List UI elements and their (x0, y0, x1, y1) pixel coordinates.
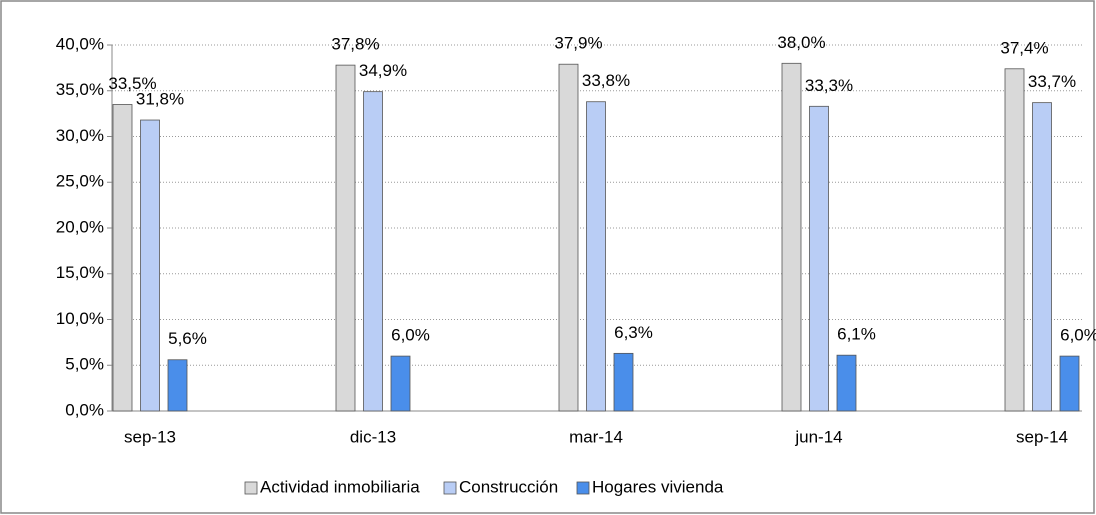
value-label: 37,4% (1000, 38, 1048, 57)
bar (836, 354, 857, 412)
bar (1032, 102, 1052, 412)
value-label: 37,9% (554, 34, 602, 53)
value-label: 31,8% (136, 90, 184, 109)
value-label: 33,5% (108, 74, 156, 93)
value-label: 6,1% (837, 325, 876, 344)
x-tick-label: sep-13 (124, 427, 176, 446)
legend-swatch (576, 481, 590, 495)
bar (390, 355, 411, 412)
bar (613, 352, 634, 412)
y-tick-label: 15,0% (56, 263, 104, 282)
x-tick-label: sep-14 (1016, 427, 1068, 446)
legend-label: Actividad inmobiliaria (260, 477, 420, 496)
value-label: 6,0% (391, 326, 430, 345)
bar (112, 104, 133, 412)
bar (140, 119, 160, 412)
y-tick-label: 10,0% (56, 309, 104, 328)
legend-swatch (244, 481, 258, 495)
y-tick-label: 35,0% (56, 80, 104, 99)
bar (167, 359, 188, 412)
legend-swatch (443, 481, 457, 495)
value-label: 33,3% (805, 76, 853, 95)
y-tick-label: 40,0% (56, 34, 104, 53)
bar (1004, 68, 1025, 412)
legend-label: Construcción (459, 477, 558, 496)
bar (1059, 355, 1080, 412)
value-label: 6,3% (614, 323, 653, 342)
x-tick-label: mar-14 (569, 427, 623, 446)
y-tick-label: 20,0% (56, 217, 104, 236)
y-tick-label: 25,0% (56, 172, 104, 191)
bar (809, 105, 829, 412)
y-tick-label: 5,0% (65, 355, 104, 374)
bar (335, 64, 356, 412)
x-tick-label: jun-14 (794, 427, 842, 446)
y-tick-label: 30,0% (56, 126, 104, 145)
value-label: 38,0% (777, 33, 825, 52)
x-tick-label: dic-13 (350, 427, 396, 446)
value-label: 33,8% (582, 71, 630, 90)
value-label: 37,8% (331, 35, 379, 54)
y-tick-label: 0,0% (65, 400, 104, 419)
bar (586, 101, 606, 412)
legend-label: Hogares vivienda (592, 477, 724, 496)
value-label: 34,9% (359, 61, 407, 80)
bar (781, 62, 802, 412)
value-label: 5,6% (168, 329, 207, 348)
value-label: 6,0% (1060, 326, 1096, 345)
bar (363, 91, 383, 412)
value-label: 33,7% (1028, 72, 1076, 91)
bar (558, 63, 579, 412)
